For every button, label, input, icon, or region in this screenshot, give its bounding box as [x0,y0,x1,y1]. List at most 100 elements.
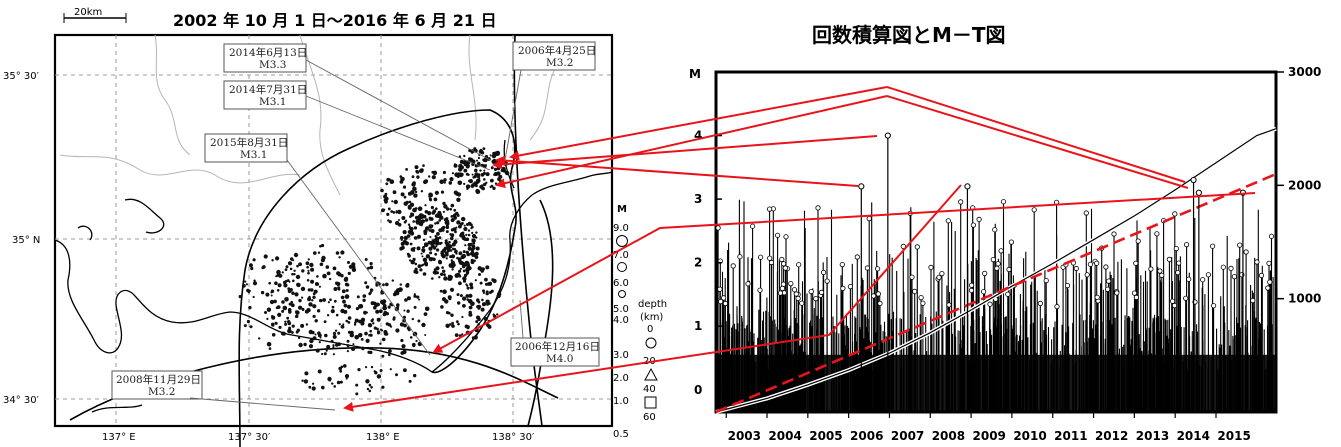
epicenter-dot [246,319,250,324]
epicenter-dot [370,301,375,306]
epicenter-dot [466,187,469,190]
epicenter-dot [485,282,489,286]
epicenter-dot [314,333,317,336]
epicenter-dot [375,309,380,314]
left-tick-label: 3 [694,192,702,206]
arrow-2006-04-25 [495,155,859,187]
mt-event-point [1211,303,1217,309]
epicenter-dot [462,296,467,301]
x-tick-label: 2008 [932,429,965,443]
epicenter-dot [266,307,272,312]
epicenter-dot [420,264,423,267]
arrow-2015-08-31 [432,192,1256,353]
epicenter-dot [479,281,483,285]
epicenter-dot [416,295,420,299]
epicenter-dot [347,321,351,324]
epicenter-dot [300,286,306,292]
mt-event-point [936,274,942,280]
epicenter-dot [277,283,282,288]
epicenter-dot [354,321,357,324]
epicenter-dot [493,161,496,164]
mt-event-point [783,234,789,240]
epicenter-dot [431,239,435,243]
epicenter-dot [440,190,445,194]
epicenter-dot [435,245,438,248]
epicenter-dot [344,294,350,299]
epicenter-dot [417,264,422,269]
epicenter-dot [322,273,327,279]
epicenter-dot [273,299,277,304]
epicenter-dot [336,281,341,287]
svg-text:6.0: 6.0 [613,278,629,289]
epicenter-dot [389,368,392,371]
epicenter-dot [343,364,347,368]
epicenter-dot [448,311,451,315]
mt-event-point [854,254,860,260]
svg-text:9.0: 9.0 [613,223,629,234]
epicenter-dot [296,282,301,288]
epicenter-dot [332,346,335,349]
epicenter-dot [347,271,351,275]
epicenter-dot [238,294,242,299]
epicenter-dot [408,379,412,383]
epicenter-dot [464,324,469,329]
epicenter-dot [365,285,370,289]
mt-event-point [1205,272,1212,278]
event-point [884,132,891,139]
epicenter-dot [409,259,412,262]
mt-event-point [1172,211,1178,217]
mt-event-point [774,232,781,238]
epicenter-dot [373,326,377,330]
epicenter-dot [483,178,486,181]
epicenter-dot [298,305,303,310]
epicenter-dot [317,251,321,254]
epicenter-dot [461,231,465,235]
epicenter-dot [385,182,389,186]
epicenter-dot [480,184,484,188]
epicenter-dot [400,192,405,197]
left-tick-label: 1 [694,319,702,333]
epicenter-dot [462,250,466,254]
epicenter-dot [439,215,444,220]
epicenter-dot [434,252,438,256]
mt-event-point [1094,260,1100,266]
epicenter-dot [368,292,372,296]
magnitude-legend: M 9.0 7.0 6.0 5.0 4.0 3.0 2.0 1.0 0.5 [613,204,629,440]
mt-event-point [1083,210,1089,216]
epicenter-dot [312,336,317,341]
epicenter-dot [469,282,473,287]
epicenter-dot [287,328,292,334]
epicenter-dot [381,354,385,358]
epicenter-dot [386,212,390,216]
epicenter-dot [482,158,485,161]
epicenter-dot [319,336,322,339]
epicenter-dot [321,352,324,356]
epicenter-dot [271,333,276,337]
epicenter-dot [284,322,288,326]
epicenter-dot [421,255,424,258]
trend-line [715,172,1277,414]
epicenter-dot [321,385,325,390]
lat-label: 35° 30′ [3,71,40,82]
epicenter-dot [333,299,337,303]
epicenter-dot [457,257,462,262]
epicenter-dot [439,289,443,293]
epicenter-dot [391,200,394,203]
mt-event-point [1173,246,1179,252]
scale-bar: 20km [63,7,127,23]
epicenter-dot [403,368,407,373]
annotation-box: 2008年11月29日 M3.2 [111,370,203,400]
epicenter-dot [331,305,335,309]
epicenter-dot [281,309,285,313]
epicenter-dot [423,261,428,266]
event-point [1195,189,1202,196]
epicenter-dot [462,279,467,283]
epicenter-dot [291,291,295,295]
epicenter-dot [462,276,467,281]
annotation-box: 2006年12月16日 M4.0 [510,337,600,367]
magnitude-marker [616,235,628,247]
epicenter-dot [265,292,270,297]
epicenter-dot [468,305,473,310]
epicenter-dot [444,239,448,243]
epicenter-dot [401,216,406,220]
